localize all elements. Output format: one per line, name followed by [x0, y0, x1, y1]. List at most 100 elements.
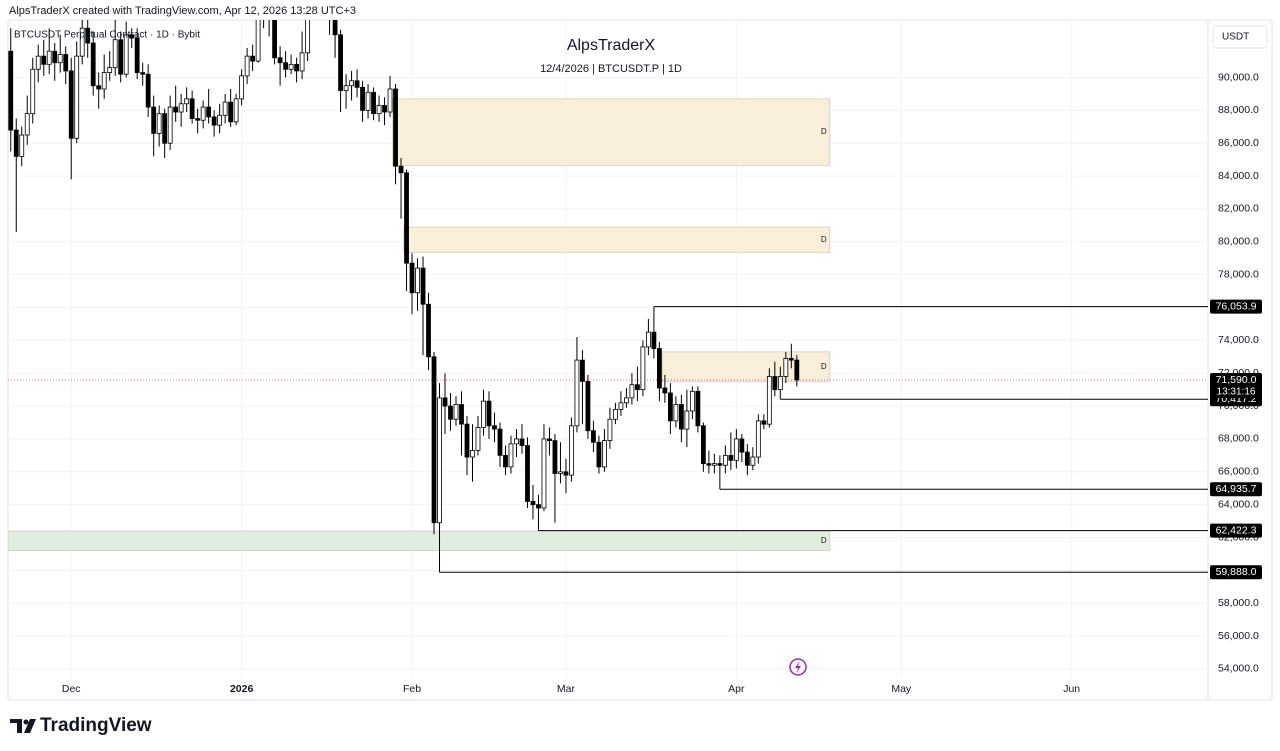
level-label-box: [1210, 482, 1262, 497]
currency-box[interactable]: [1212, 25, 1268, 49]
candle-body: [706, 463, 712, 466]
candle-body: [547, 438, 552, 441]
candle-body: [459, 404, 464, 425]
candle-body: [552, 440, 558, 474]
candle-body: [85, 27, 91, 44]
candle-body: [206, 106, 212, 118]
candle-body: [717, 463, 723, 466]
candle-body: [140, 72, 146, 75]
candle-body: [200, 106, 206, 121]
candle-body: [448, 405, 453, 420]
candle-body: [481, 400, 486, 428]
axes: 54,000.056,000.058,000.060,000.062,000.0…: [62, 71, 1262, 695]
candle-body: [371, 91, 376, 115]
candle-body: [646, 331, 651, 348]
candle-body: [640, 346, 646, 391]
y-tick-label: 56,000.0: [1218, 630, 1259, 642]
candle-body: [536, 504, 541, 509]
candle-body: [112, 39, 118, 69]
level-label-box: [1210, 565, 1262, 580]
candle-body: [514, 438, 519, 445]
candle-body: [569, 425, 574, 476]
y-tick-label: 78,000.0: [1218, 268, 1259, 280]
candle-body: [96, 85, 102, 90]
candle-body: [591, 430, 596, 443]
candle-body: [596, 441, 602, 468]
candle-body: [585, 381, 591, 432]
candle-body: [788, 358, 794, 361]
last-price-box: [1210, 372, 1262, 398]
candle-body: [46, 50, 52, 65]
candle-body: [442, 397, 448, 407]
candle-body: [530, 500, 536, 506]
x-tick-label: May: [891, 683, 912, 695]
candle-body: [503, 454, 508, 468]
candle-body: [107, 67, 113, 73]
candle-body: [387, 88, 393, 113]
candle-body: [156, 113, 162, 134]
candle-body: [74, 55, 80, 139]
candle-body: [162, 113, 168, 144]
candle-body: [651, 331, 657, 349]
levels: [8, 306, 1208, 573]
level-label: 59,888.0: [1216, 566, 1257, 578]
footer-logo: [10, 719, 36, 733]
candle-body: [35, 55, 41, 70]
candle-body: [733, 438, 739, 461]
candle-body: [722, 454, 728, 466]
candle-body: [63, 54, 69, 72]
candle-body: [382, 105, 387, 113]
candle-body: [541, 438, 547, 509]
candle-body: [492, 425, 497, 430]
candle-body: [123, 34, 129, 75]
candle-body: [151, 106, 157, 134]
zone-label: D: [821, 362, 827, 371]
candle-body: [453, 404, 459, 420]
candle-body: [777, 376, 783, 391]
x-tick-label: Feb: [403, 683, 421, 695]
candle-body: [497, 428, 503, 456]
candle-body: [244, 55, 250, 77]
candle-body: [558, 471, 563, 474]
candle-body: [519, 438, 525, 446]
level-label: 76,053.9: [1216, 300, 1257, 312]
footer: TradingView: [40, 715, 152, 736]
last-price-label: 71,590.0: [1216, 374, 1257, 386]
header: AlpsTraderX created with TradingView.com…: [9, 5, 356, 17]
y-tick-label: 58,000.0: [1218, 597, 1259, 609]
candle-body: [360, 86, 365, 111]
candle-body: [167, 106, 173, 144]
candle-body: [673, 404, 679, 422]
candle-body: [470, 450, 475, 458]
candle-body: [178, 103, 184, 113]
candle-body: [684, 410, 690, 430]
candle-body: [305, 20, 310, 54]
chart-subtitle: 12/4/2026 | BTCUSDT.P | 1D: [540, 63, 682, 75]
candle-body: [755, 420, 761, 458]
candle-body: [52, 50, 58, 64]
candle-body: [57, 54, 63, 64]
candle-body: [624, 397, 629, 404]
currency[interactable]: USDT: [1222, 32, 1249, 43]
alert-icon[interactable]: [789, 658, 807, 676]
candle-body: [525, 445, 530, 502]
candle-body: [783, 358, 789, 377]
candle-body: [739, 438, 745, 453]
zone-label: D: [821, 127, 827, 136]
candle-body: [766, 376, 772, 425]
candle-body: [195, 118, 201, 121]
candle-body: [580, 359, 585, 382]
candle-body: [294, 63, 299, 72]
candle-body: [426, 303, 431, 358]
candle-body: [349, 80, 354, 87]
y-tick-label: 54,000.0: [1218, 663, 1259, 675]
candle-body: [338, 34, 343, 92]
candle-body: [277, 57, 283, 64]
y-tick-label: 88,000.0: [1218, 104, 1259, 116]
candle-body: [728, 454, 734, 461]
candle-body: [574, 359, 580, 427]
y-tick-label: 68,000.0: [1218, 433, 1259, 445]
candle-body: [607, 418, 613, 441]
candle-body: [19, 134, 25, 157]
candle-body: [700, 425, 706, 464]
